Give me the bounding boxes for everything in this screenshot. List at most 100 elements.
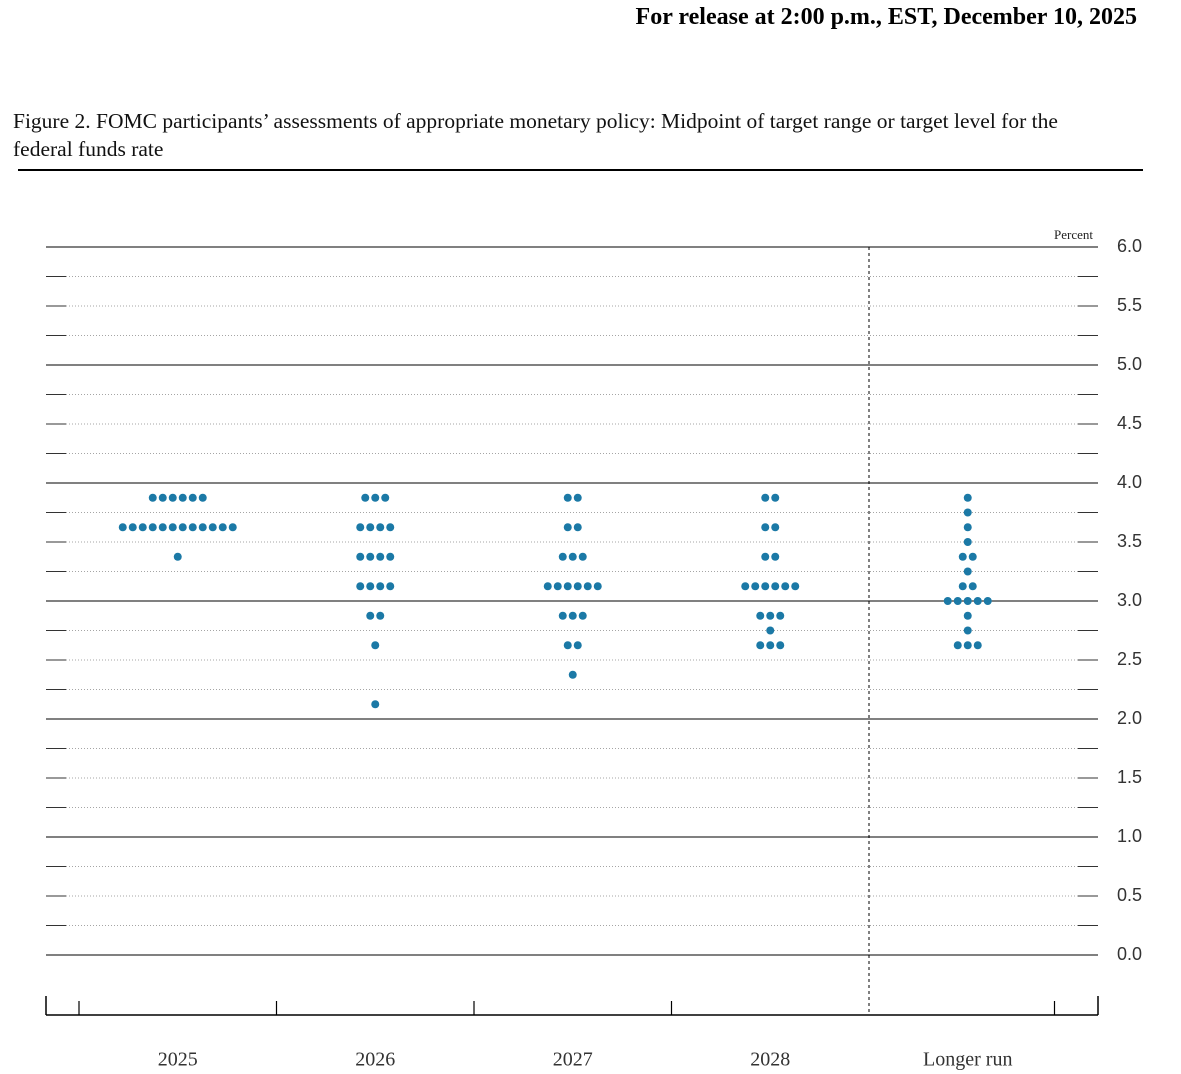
dot [386,582,395,591]
dot [973,641,982,650]
dot [771,523,780,532]
release-header: For release at 2:00 p.m., EST, December … [635,4,1137,30]
y-tick-label: 3.5 [1117,531,1142,551]
dot [953,641,962,650]
dot [963,508,972,517]
dot [371,493,380,502]
y-tick-label: 4.0 [1117,472,1142,492]
chart-title: Figure 2. FOMC participants’ assessments… [13,109,1058,161]
dot [761,523,770,532]
y-tick-label: 6.0 [1117,236,1142,256]
dot [173,552,182,561]
dot [771,493,780,502]
dot [578,611,587,620]
dot [128,523,137,532]
dot [756,641,765,650]
dot [766,641,775,650]
unit-label: Percent [1054,227,1093,242]
dot [573,493,582,502]
dot [578,552,587,561]
dot [366,552,375,561]
dot [568,552,577,561]
dot [356,552,365,561]
dot [963,538,972,546]
dot [376,552,385,561]
dot [553,582,562,591]
dot [371,700,380,709]
dot [386,523,395,532]
dot [943,597,952,605]
dot [228,523,237,532]
dot [356,523,365,532]
dot [168,523,177,532]
dot [963,523,972,532]
dot [366,611,375,620]
dot [148,493,157,502]
dot [188,493,197,502]
dot [776,641,785,650]
dot [781,582,790,591]
dot [593,582,602,591]
dot [761,552,770,561]
y-tick-label: 1.5 [1117,767,1142,787]
dot [953,597,962,605]
dot [771,582,780,591]
dot [968,552,977,561]
x-tick-label: 2026 [355,1049,395,1071]
dot [791,582,800,591]
dot [158,493,167,502]
dot [973,597,982,605]
y-tick-label: 2.0 [1117,708,1142,728]
y-tick-label: 5.0 [1117,354,1142,374]
dot [563,582,572,591]
y-tick-label: 5.5 [1117,295,1142,315]
dot [963,611,972,620]
dot [366,582,375,591]
dot [366,523,375,532]
dot [118,523,127,532]
dot [208,523,217,532]
dot [761,582,770,591]
x-tick-label: 2027 [553,1049,593,1071]
dot [563,641,572,650]
y-tick-label: 4.5 [1117,413,1142,433]
dot [771,552,780,561]
dot [386,552,395,561]
dot [756,611,765,620]
dot [558,552,567,561]
dot [968,582,977,591]
dot [568,670,577,679]
y-tick-label: 0.5 [1117,885,1142,905]
dot [766,611,775,620]
y-tick-label: 0.0 [1117,944,1142,964]
dot [356,582,365,591]
dot [573,641,582,650]
dot [563,493,572,502]
dot [371,641,380,650]
dot [376,611,385,620]
x-tick-label: 2028 [750,1049,790,1071]
dot [361,493,370,502]
dot [558,611,567,620]
dot [543,582,552,591]
dot [776,611,785,620]
dot [766,626,775,635]
y-tick-label: 1.0 [1117,826,1142,846]
dot [148,523,157,532]
dot [983,597,992,605]
dot [583,582,592,591]
y-tick-label: 2.5 [1117,649,1142,669]
dot [573,582,582,591]
dot [741,582,750,591]
dot [958,552,967,561]
dot [963,597,972,605]
dot [963,493,972,502]
dot [158,523,167,532]
x-tick-label: 2025 [158,1049,198,1071]
dot [568,611,577,620]
title-rule [18,169,1143,171]
dot [198,523,207,532]
y-tick-label: 3.0 [1117,590,1142,610]
